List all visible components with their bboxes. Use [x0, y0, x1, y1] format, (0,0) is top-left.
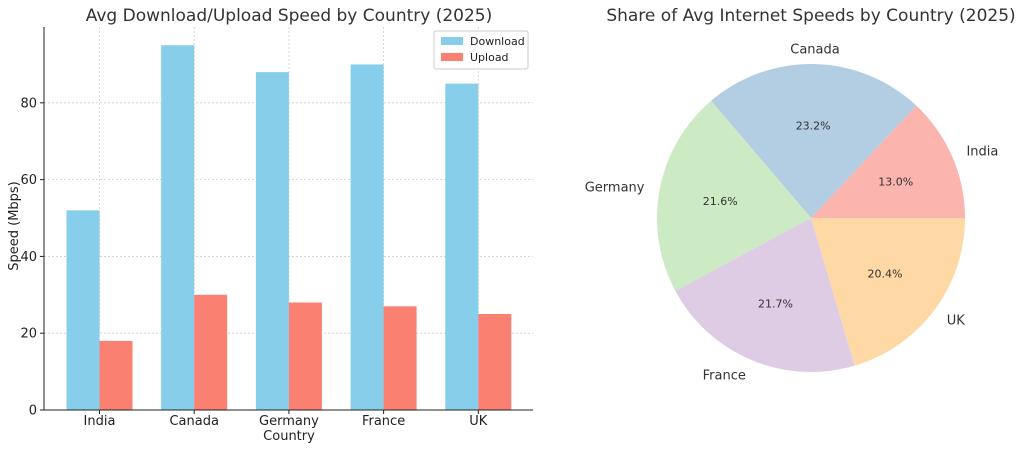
bar-chart-x-ticks: India Canada Germany France UK: [84, 410, 488, 429]
y-tick-label-40: 40: [20, 250, 37, 265]
pie-chart-labels: India 13.0% Canada 23.2% Germany 21.6% France 2…: [585, 43, 999, 384]
bar-download-germany: [255, 72, 289, 410]
pie-value-label-france: 21.7%: [758, 297, 793, 310]
x-tick-label-india: India: [84, 414, 116, 429]
legend-label-upload: Upload: [470, 51, 509, 64]
pie-chart-title: Share of Avg Internet Speeds by Country …: [606, 6, 1015, 26]
y-tick-label-20: 20: [20, 327, 37, 342]
bar-download-india: [66, 210, 100, 410]
x-tick-label-canada: Canada: [169, 414, 218, 429]
bar-download-uk: [445, 83, 479, 410]
bar-upload-uk: [478, 314, 512, 410]
y-axis-label: Speed (Mbps): [7, 181, 22, 271]
pie-slice-uk: [811, 218, 965, 366]
legend-label-download: Download: [470, 35, 525, 48]
legend-swatch-download: [441, 37, 463, 45]
bar-chart: Avg Download/Upload Speed by Country (20…: [7, 6, 533, 444]
bar-upload-france: [383, 306, 417, 410]
pie-label-uk: UK: [947, 313, 966, 328]
pie-label-india: India: [966, 145, 998, 160]
pie-slice-canada: [711, 63, 917, 219]
bar-chart-bars: [66, 45, 512, 410]
bar-chart-y-ticks: 0 20 40 60 80: [20, 96, 44, 419]
y-tick-label-60: 60: [20, 173, 37, 188]
pie-label-france: France: [703, 368, 746, 383]
x-tick-label-france: France: [362, 414, 405, 429]
x-axis-label: Country: [263, 429, 315, 444]
bar-chart-legend: Download Upload: [433, 30, 529, 70]
bar-upload-canada: [194, 294, 228, 410]
pie-value-label-india: 13.0%: [878, 175, 913, 188]
pie-slice-france: [675, 218, 855, 373]
pie-value-label-germany: 21.6%: [703, 195, 738, 208]
pie-label-germany: Germany: [585, 181, 645, 196]
pie-slice-germany: [657, 100, 811, 291]
x-tick-label-uk: UK: [469, 414, 488, 429]
pie-label-canada: Canada: [790, 43, 839, 58]
bar-download-canada: [161, 45, 195, 410]
pie-chart: Share of Avg Internet Speeds by Country …: [585, 6, 1016, 383]
bar-upload-germany: [288, 302, 322, 410]
legend-swatch-upload: [441, 53, 463, 61]
y-tick-label-80: 80: [20, 96, 37, 111]
x-tick-label-germany: Germany: [259, 414, 319, 429]
pie-value-label-uk: 20.4%: [868, 267, 903, 280]
bar-upload-india: [99, 340, 133, 410]
bar-download-france: [350, 64, 384, 410]
y-tick-label-0: 0: [29, 404, 37, 419]
pie-chart-slices: [657, 63, 965, 373]
bar-chart-title: Avg Download/Upload Speed by Country (20…: [86, 6, 493, 26]
pie-value-label-canada: 23.2%: [796, 120, 831, 133]
pie-slice-india: [811, 105, 965, 218]
